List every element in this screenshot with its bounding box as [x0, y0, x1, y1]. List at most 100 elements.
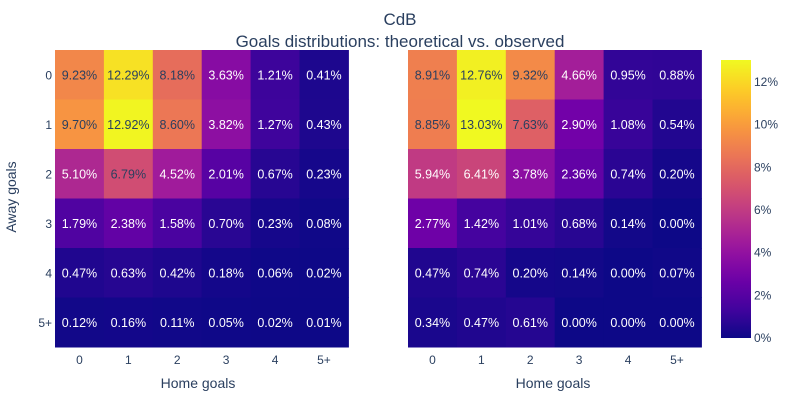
- heatmap-cell: [408, 149, 458, 199]
- cell-label: 0.47%: [415, 266, 450, 280]
- cell-label: 9.32%: [513, 68, 548, 82]
- heatmap-cell: [408, 99, 458, 150]
- cell-label: 0.00%: [610, 316, 645, 330]
- x-tick-label: 2: [527, 353, 534, 367]
- cell-label: 2.77%: [415, 217, 450, 231]
- heatmap-cell: [55, 149, 105, 199]
- cell-label: 0.88%: [659, 68, 694, 82]
- colorbar-gradient: [721, 60, 751, 338]
- heatmap-cell: [55, 248, 105, 298]
- y-tick-label: 3: [45, 217, 52, 231]
- x-tick-label: 5+: [670, 353, 684, 367]
- heatmap-cell: [652, 248, 702, 298]
- heatmap-cell: [505, 99, 556, 150]
- heatmap-cell: [603, 297, 653, 348]
- cell-label: 0.67%: [257, 167, 292, 181]
- cell-label: 1.01%: [513, 217, 548, 231]
- x-tick-label: 0: [429, 353, 436, 367]
- cell-label: 0.54%: [659, 118, 694, 132]
- colorbar-tick-label: 8%: [754, 160, 772, 174]
- heatmap-cell: [456, 248, 507, 298]
- heatmap-cell: [408, 297, 458, 348]
- heatmap-cell: [103, 248, 154, 298]
- heatmap-cell: [103, 297, 154, 348]
- cell-label: 0.47%: [62, 266, 97, 280]
- cell-label: 0.23%: [257, 217, 292, 231]
- cell-label: 12.92%: [107, 118, 149, 132]
- cell-label: 8.18%: [160, 68, 195, 82]
- heatmap-cell: [299, 99, 349, 150]
- cell-label: 0.61%: [513, 316, 548, 330]
- y-tick-label: 1: [45, 118, 52, 132]
- cell-label: 0.34%: [415, 316, 450, 330]
- cell-label: 6.79%: [111, 167, 146, 181]
- x-tick-label: 5+: [317, 353, 331, 367]
- cell-label: 9.23%: [62, 68, 97, 82]
- heatmap-cell: [55, 50, 105, 100]
- heatmap-cell: [152, 248, 203, 298]
- cell-label: 0.20%: [513, 266, 548, 280]
- cell-label: 0.08%: [306, 217, 341, 231]
- cell-label: 0.00%: [659, 217, 694, 231]
- heatmap-cell: [250, 50, 300, 100]
- heatmap-cell: [299, 149, 349, 199]
- cell-label: 0.00%: [610, 266, 645, 280]
- cell-label: 1.79%: [62, 217, 97, 231]
- heatmap-cell: [299, 50, 349, 100]
- cell-label: 0.12%: [62, 316, 97, 330]
- cell-label: 0.43%: [306, 118, 341, 132]
- heatmap-panels: 9.23% 12.29% 8.18% 3.63% 1.21% 0.41%9.70% 12.9…: [38, 50, 702, 367]
- chart-subtitle: Goals distributions: theoretical vs. obs…: [236, 32, 565, 51]
- cell-label: 0.20%: [659, 167, 694, 181]
- heatmap-cell: [55, 198, 105, 249]
- heatmap-cell: [505, 149, 556, 199]
- x-tick-label: 1: [478, 353, 485, 367]
- heatmap-cell: [505, 198, 556, 249]
- heatmap-cell: [456, 198, 507, 249]
- x-axis-title-right: Home goals: [516, 375, 591, 391]
- heatmap-cell: [250, 297, 300, 348]
- heatmap-cell: [652, 198, 702, 249]
- cell-label: 0.14%: [610, 217, 645, 231]
- colorbar-tick-label: 12%: [754, 75, 778, 89]
- heatmap-cell: [456, 149, 507, 199]
- cell-label: 0.95%: [610, 68, 645, 82]
- x-axis-title-left: Home goals: [161, 375, 236, 391]
- cell-label: 6.41%: [464, 167, 499, 181]
- cell-label: 2.36%: [561, 167, 596, 181]
- cell-label: 1.27%: [257, 118, 292, 132]
- heatmap-cell: [554, 198, 605, 249]
- cell-label: 12.76%: [460, 68, 502, 82]
- heatmap-cell: [55, 297, 105, 348]
- heatmap-cell: [603, 248, 653, 298]
- heatmap-cell: [505, 248, 556, 298]
- cell-label: 0.63%: [111, 266, 146, 280]
- heatmap-cell: [103, 149, 154, 199]
- x-tick-label: 3: [223, 353, 230, 367]
- colorbar-tick-label: 10%: [754, 118, 778, 132]
- x-tick-label: 2: [174, 353, 181, 367]
- cell-label: 5.94%: [415, 167, 450, 181]
- heatmap-cell: [554, 248, 605, 298]
- heatmap-cell: [456, 99, 507, 150]
- heatmap-cell: [201, 99, 252, 150]
- heatmap-cell: [201, 50, 252, 100]
- heatmap-cell: [603, 99, 653, 150]
- cell-label: 4.52%: [160, 167, 195, 181]
- cell-label: 2.90%: [561, 118, 596, 132]
- x-tick-label: 1: [125, 353, 132, 367]
- y-tick-label: 0: [45, 68, 52, 82]
- heatmap-cell: [152, 297, 203, 348]
- cell-label: 0.00%: [659, 316, 694, 330]
- heatmap-cell: [55, 99, 105, 150]
- cell-label: 0.68%: [561, 217, 596, 231]
- heatmap-cell: [103, 99, 154, 150]
- x-tick-label: 3: [576, 353, 583, 367]
- heatmap-cell: [603, 50, 653, 100]
- cell-label: 3.78%: [513, 167, 548, 181]
- heatmap-cell: [408, 50, 458, 100]
- cell-label: 0.74%: [610, 167, 645, 181]
- cell-label: 0.07%: [659, 266, 694, 280]
- cell-label: 8.60%: [160, 118, 195, 132]
